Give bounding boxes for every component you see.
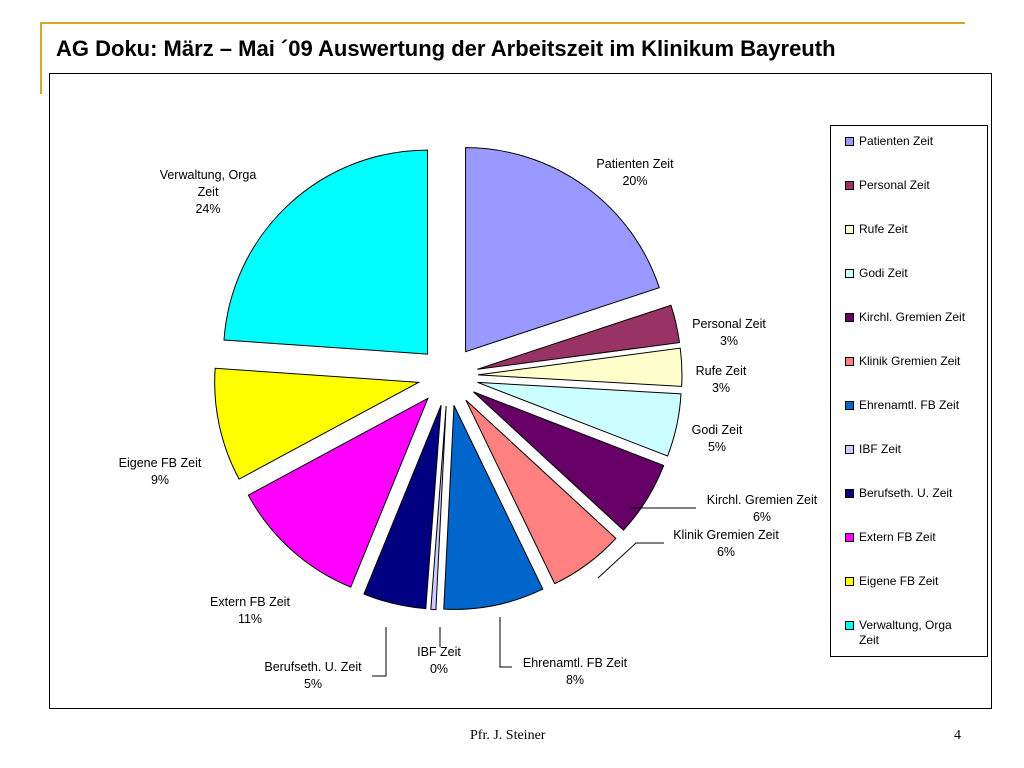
- legend-label: Kirchl. Gremien Zeit: [859, 310, 966, 324]
- legend-swatch: [845, 401, 854, 410]
- legend-item-eigene-fb-zeit: Eigene FB Zeit: [845, 574, 974, 589]
- legend-swatch: [845, 533, 854, 542]
- pie-slice-godi-zeit: [477, 381, 682, 457]
- legend-swatch: [845, 269, 854, 278]
- footer-author: Pfr. J. Steiner: [470, 728, 546, 743]
- pie-slice-ehrenamtl-fb-zeit: [443, 405, 544, 610]
- legend-swatch: [845, 621, 854, 630]
- legend-label: Eigene FB Zeit: [859, 574, 939, 588]
- pie-slice-rufe-zeit: [477, 347, 683, 387]
- chart-legend: Patienten Zeit Personal Zeit Rufe Zeit Godi…: [830, 125, 988, 657]
- data-label-rufe-zeit: Rufe Zeit 3%: [696, 364, 747, 395]
- legend-label: Verwaltung, Orga Zeit: [859, 618, 952, 647]
- data-label-personal-zeit: Personal Zeit 3%: [692, 317, 766, 348]
- legend-item-personal-zeit: Personal Zeit: [845, 178, 974, 193]
- legend-label: Godi Zeit: [859, 266, 908, 280]
- legend-swatch: [845, 489, 854, 498]
- legend-swatch: [845, 357, 854, 366]
- pie-slice-ibf-zeit: [430, 405, 447, 611]
- legend-label: Extern FB Zeit: [859, 530, 936, 544]
- title-accent-line: [40, 22, 965, 24]
- data-label-verwaltung-orga-zeit: Verwaltung, Orga Zeit 24%: [160, 168, 257, 216]
- data-label-kirchl-gremien-zeit: Kirchl. Gremien Zeit 6%: [707, 493, 818, 524]
- data-label-klinik-gremien-zeit: Klinik Gremien Zeit 6%: [673, 528, 779, 559]
- pie-slice-patienten-zeit: [465, 147, 660, 353]
- legend-item-ibf-zeit: IBF Zeit: [845, 442, 974, 457]
- legend-label: Ehrenamtl. FB Zeit: [859, 398, 960, 412]
- pie-slice-verwaltung-orga-zeit: [223, 149, 429, 355]
- pie-slice-kirchl-gremien-zeit: [473, 391, 665, 531]
- legend-item-extern-fb-zeit: Extern FB Zeit: [845, 530, 974, 545]
- leader-line-ehrenamtl-fb-zeit: [499, 617, 512, 668]
- pie-slice-berufseth-u-zeit: [363, 405, 442, 610]
- legend-label: Personal Zeit: [859, 178, 930, 192]
- legend-item-patienten-zeit: Patienten Zeit: [845, 134, 974, 149]
- pie-slice-eigene-fb-zeit: [214, 367, 421, 480]
- legend-swatch: [845, 137, 854, 146]
- legend-label: Klinik Gremien Zeit: [859, 354, 961, 368]
- slide-title: AG Doku: März – Mai ´09 Auswertung der A…: [56, 36, 836, 61]
- legend-item-ehrenamtl-fb-zeit: Ehrenamtl. FB Zeit: [845, 398, 974, 413]
- pie-slice-personal-zeit: [477, 304, 681, 370]
- legend-item-verwaltung-orga-zeit: Verwaltung, Orga Zeit: [845, 618, 974, 648]
- legend-item-rufe-zeit: Rufe Zeit: [845, 222, 974, 237]
- legend-swatch: [845, 445, 854, 454]
- data-label-eigene-fb-zeit: Eigene FB Zeit 9%: [119, 456, 202, 487]
- data-label-ibf-zeit: IBF Zeit 0%: [417, 645, 461, 676]
- data-label-godi-zeit: Godi Zeit 5%: [692, 423, 743, 454]
- legend-label: IBF Zeit: [859, 442, 902, 456]
- legend-item-klinik-gremien-zeit: Klinik Gremien Zeit: [845, 354, 974, 369]
- data-label-berufseth-u-zeit: Berufseth. U. Zeit 5%: [264, 660, 362, 691]
- page-number: 4: [954, 728, 961, 743]
- leader-line-berufseth-u-zeit: [372, 627, 387, 677]
- legend-item-berufseth-u-zeit: Berufseth. U. Zeit: [845, 486, 974, 501]
- legend-swatch: [845, 181, 854, 190]
- title-accent-bar: [40, 22, 42, 94]
- leader-line-klinik-gremien-zeit: [597, 542, 664, 579]
- data-label-extern-fb-zeit: Extern FB Zeit 11%: [210, 595, 290, 626]
- legend-swatch: [845, 313, 854, 322]
- legend-label: Patienten Zeit: [859, 134, 934, 148]
- legend-item-godi-zeit: Godi Zeit: [845, 266, 974, 281]
- legend-label: Berufseth. U. Zeit: [859, 486, 953, 500]
- legend-swatch: [845, 225, 854, 234]
- legend-swatch: [845, 577, 854, 586]
- data-label-patienten-zeit: Patienten Zeit 20%: [596, 157, 674, 188]
- data-label-ehrenamtl-fb-zeit: Ehrenamtl. FB Zeit 8%: [523, 656, 628, 687]
- pie-slice-klinik-gremien-zeit: [465, 399, 617, 585]
- pie-slice-extern-fb-zeit: [247, 397, 429, 588]
- legend-item-kirchl-gremien-zeit: Kirchl. Gremien Zeit: [845, 310, 974, 325]
- legend-label: Rufe Zeit: [859, 222, 908, 236]
